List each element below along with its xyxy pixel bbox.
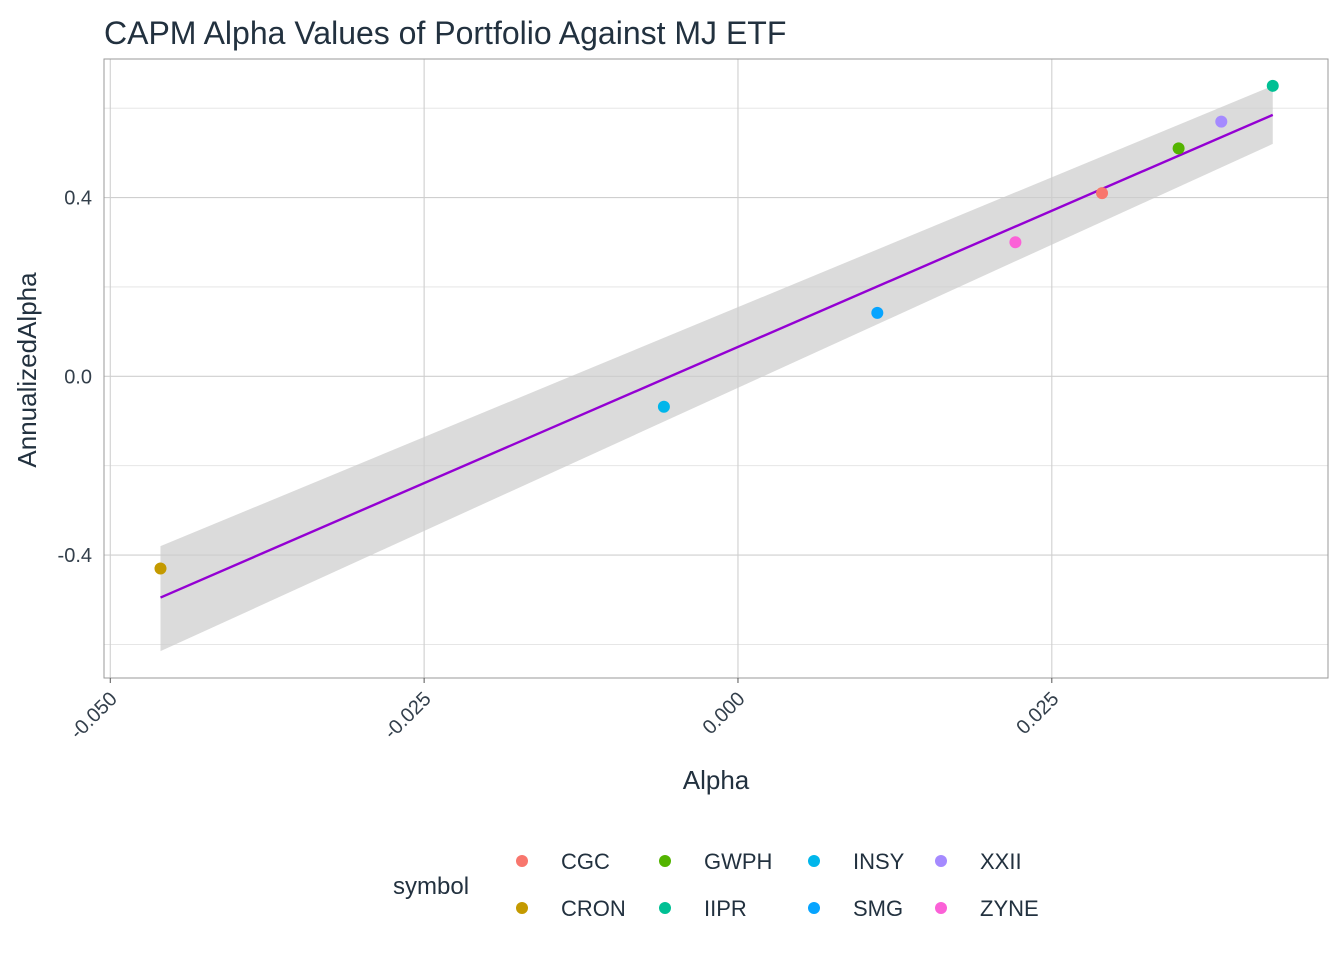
legend-label-gwph: GWPH (704, 849, 772, 874)
legend-key-cgc (516, 855, 528, 867)
data-point-zyne (1009, 236, 1022, 249)
legend-item-zyne: ZYNE (935, 896, 1039, 921)
data-point-smg (871, 306, 884, 319)
legend-key-xxii (935, 855, 947, 867)
fit-line-layer (160, 113, 1274, 599)
legend-item-insy: INSY (808, 849, 905, 874)
plot-panel (103, 58, 1329, 679)
x-axis-title: Alpha (683, 765, 750, 795)
x-tick-label: -0.050 (66, 688, 122, 744)
data-point-gwph (1172, 142, 1185, 155)
y-tick-label: 0.4 (64, 188, 92, 210)
legend-label-zyne: ZYNE (980, 896, 1039, 921)
legend-item-cron: CRON (516, 896, 626, 921)
legend-item-xxii: XXII (935, 849, 1022, 874)
y-tick-label: -0.4 (58, 545, 92, 567)
legend-key-insy (808, 855, 820, 867)
data-point-cgc (1096, 187, 1109, 200)
legend: symbol CGC CRON GWPH IIPR INSY SMG XXII ZYNE (393, 849, 1039, 921)
legend-title: symbol (393, 873, 469, 900)
x-tick-label: 0.025 (1012, 688, 1063, 739)
data-point-insy (657, 400, 670, 413)
legend-key-cron (516, 902, 528, 914)
legend-key-zyne (935, 902, 947, 914)
y-axis-title: AnnualizedAlpha (12, 272, 42, 468)
legend-label-cgc: CGC (561, 849, 610, 874)
x-tick-label: 0.000 (699, 688, 750, 739)
legend-item-smg: SMG (808, 896, 903, 921)
legend-label-cron: CRON (561, 896, 626, 921)
legend-key-gwph (659, 855, 671, 867)
legend-key-smg (808, 902, 820, 914)
legend-label-xxii: XXII (980, 849, 1022, 874)
confidence-band (160, 85, 1273, 652)
minor-gridlines (104, 107, 1328, 645)
legend-item-cgc: CGC (516, 849, 610, 874)
data-points (154, 79, 1279, 575)
y-tick-label: 0.0 (64, 366, 92, 388)
legend-item-gwph: GWPH (659, 849, 772, 874)
legend-label-smg: SMG (853, 896, 903, 921)
confidence-band-area (160, 85, 1273, 652)
legend-item-iipr: IIPR (659, 896, 747, 921)
chart-title: CAPM Alpha Values of Portfolio Against M… (104, 15, 786, 51)
x-axis-ticks: -0.050 -0.025 0.000 0.025 (66, 678, 1063, 744)
legend-key-iipr (659, 902, 671, 914)
x-tick-label: -0.025 (380, 688, 436, 744)
y-axis-ticks: -0.4 0.0 0.4 (58, 188, 92, 568)
panel-border (103, 58, 1329, 679)
regression-line (160, 113, 1274, 599)
data-point-iipr (1266, 79, 1279, 92)
data-point-cron (154, 562, 167, 575)
legend-label-iipr: IIPR (704, 896, 747, 921)
data-point-xxii (1215, 115, 1228, 128)
legend-label-insy: INSY (853, 849, 905, 874)
